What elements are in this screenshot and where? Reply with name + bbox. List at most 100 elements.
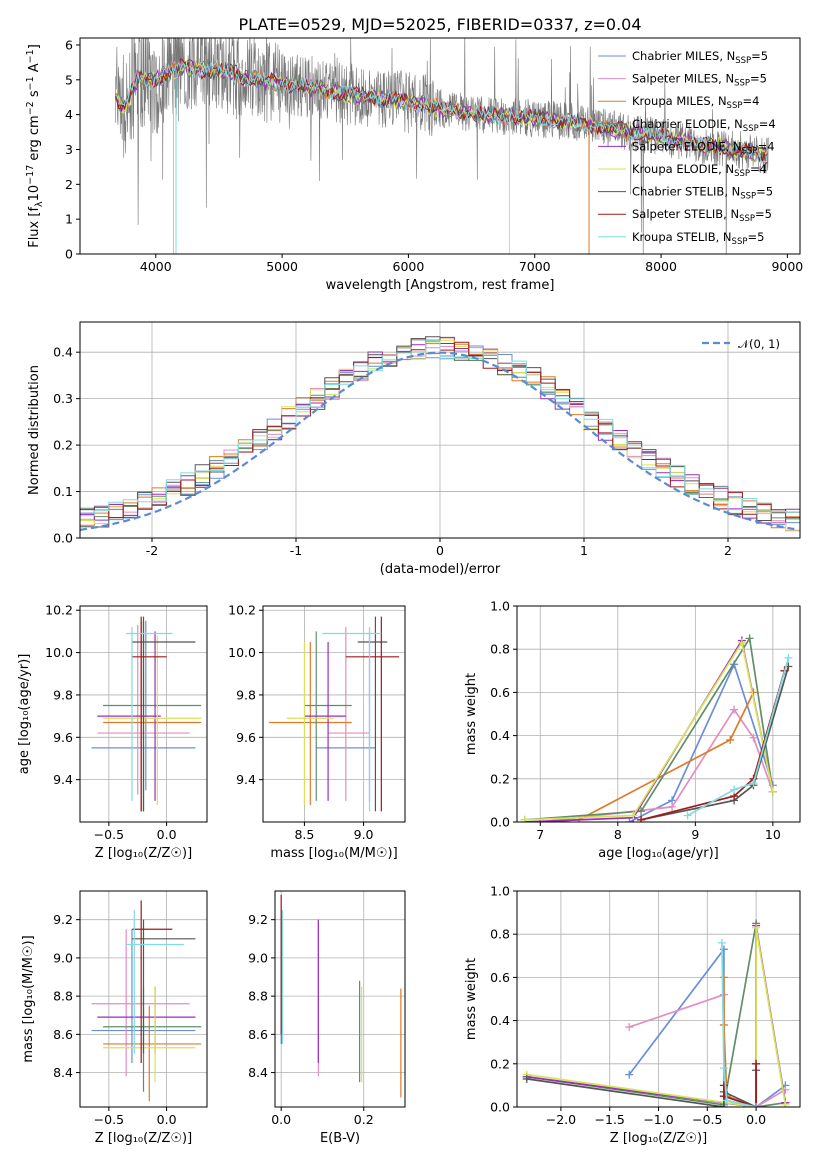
x-tick-label: 0.0 — [746, 1112, 766, 1127]
x-axis-label: mass [log₁₀(M/M☉)] — [270, 846, 397, 861]
legend-entry: Chabrier STELIB, NSSP=5 — [632, 185, 773, 202]
mass-weight-line-7 — [723, 1063, 757, 1107]
mass-weight-marker — [719, 1103, 728, 1107]
x-tick-label: 4000 — [140, 259, 172, 274]
y-tick-label: 1.0 — [490, 599, 510, 614]
legend-entry: Salpeter STELIB, NSSP=5 — [632, 207, 772, 224]
mass-weight-marker — [730, 785, 739, 794]
x-tick-label: −0.5 — [94, 1112, 124, 1127]
legend-entry: 𝒩(0, 1) — [738, 337, 780, 351]
legend-text-part: =5 — [756, 185, 773, 199]
plot-area-mw_vs_Z — [517, 891, 800, 1107]
mass-weight-marker — [625, 1023, 634, 1032]
mass-weight-marker — [749, 779, 758, 788]
y-tick-label: 10.2 — [228, 603, 256, 618]
y-label-part: Flux [f — [27, 207, 42, 248]
x-tick-label: 0 — [436, 543, 444, 558]
mass-weight-marker — [625, 818, 634, 822]
legend-text-part: =4 — [758, 139, 775, 153]
x-tick-label: 5000 — [266, 259, 298, 274]
legend-text-part: SSP — [734, 79, 750, 89]
legend-text-part: Chabrier MILES, N — [632, 49, 735, 63]
panel-age_vs_mass: 8.5 9.0 9.4 9.6 9.8 10.0 10.2 mass [log₁₀(M/M☉)… — [228, 603, 406, 861]
x-axis-label: age [log₁₀(age/yr)] — [598, 846, 719, 861]
x-axis-label: Z [log₁₀(Z/Z☉)] — [95, 846, 192, 861]
y-tick-label: 0.8 — [490, 642, 510, 657]
y-tick-label: 0.4 — [53, 345, 73, 360]
y-tick-label: 8.8 — [53, 989, 73, 1004]
legend-entry: Kroupa ELODIE, NSSP=4 — [632, 162, 767, 179]
x-tick-label: −2.0 — [546, 1112, 576, 1127]
mass-weight-line-5 — [526, 927, 787, 1107]
mass-weight-marker — [752, 923, 761, 932]
legend-entry: Chabrier MILES, NSSP=5 — [632, 49, 768, 66]
y-label-part: −1 — [25, 49, 36, 63]
legend-text-part: =5 — [747, 230, 764, 244]
y-tick-label: 0.1 — [53, 484, 73, 499]
mass-weight-line-8 — [721, 942, 757, 1107]
panel-mass_vs_ebv: 0.0 0.2 8.4 8.6 8.8 9.0 9.2 E(B-V) — [248, 890, 406, 1146]
y-label-part: A — [27, 63, 42, 76]
y-tick-label: 9.4 — [53, 772, 73, 787]
y-label-part: ] — [27, 44, 42, 49]
legend-entry: Kroupa STELIB, NSSP=5 — [632, 230, 764, 247]
y-tick-label: 0.0 — [53, 531, 73, 546]
axes-frame — [516, 890, 801, 1108]
legend-text-part: SSP — [742, 146, 758, 156]
y-tick-label: 0.4 — [490, 1013, 510, 1028]
x-tick-label: 2 — [724, 543, 732, 558]
panel-age_vs_Z: −0.5 0.0 9.4 9.6 9.8 10.0 10.2 Z [log₁₀(Z/Z☉)] a… — [17, 603, 208, 861]
x-axis-label: wavelength [Angstrom, rest frame] — [326, 278, 555, 293]
legend-text-part: SSP — [732, 237, 748, 247]
mass-weight-line-7 — [640, 670, 786, 821]
x-tick-label: 0.0 — [157, 827, 177, 842]
y-tick-label: 10.0 — [45, 645, 73, 660]
panel-residuals: -2 -1 0 1 2 0.0 0.1 0.2 0.3 0.4 (data-model)/error… — [27, 321, 801, 577]
x-tick-label: −0.5 — [94, 827, 124, 842]
y-tick-label: 9.0 — [248, 950, 268, 965]
legend-text-part: SSP — [727, 101, 743, 111]
mass-weight-marker — [668, 802, 677, 811]
plot-area-residuals — [80, 322, 800, 538]
y-tick-label: 1 — [65, 212, 73, 227]
y-axis-label: mass weight — [464, 958, 479, 1040]
mass-weight-line-6 — [640, 666, 790, 821]
mass-weight-line-5 — [524, 640, 774, 821]
mass-weight-marker — [629, 811, 638, 820]
mass-weight-marker — [625, 1070, 634, 1079]
mass-weight-line-8 — [687, 657, 790, 817]
x-tick-label: −0.5 — [692, 1112, 722, 1127]
model-spectrum-8 — [115, 59, 768, 164]
mass-weight-marker — [737, 638, 746, 647]
x-axis-label: Z [log₁₀(Z/Z☉)] — [95, 1131, 192, 1146]
x-tick-label: 9.0 — [354, 827, 374, 842]
legend-entry: Salpeter ELODIE, NSSP=4 — [632, 139, 775, 156]
plot-area-spectrum — [114, 38, 769, 254]
legend-text-part: SSP — [735, 56, 751, 66]
y-tick-label: 8.6 — [53, 1027, 73, 1042]
mass-weight-marker — [730, 705, 739, 714]
y-tick-label: 0 — [65, 247, 73, 262]
y-label-part: s — [27, 90, 42, 101]
x-axis-label: (data-model)/error — [380, 562, 501, 577]
figure-title: PLATE=0529, MJD=52025, FIBERID=0337, z=0… — [238, 15, 641, 34]
legend-text-part: Salpeter ELODIE, N — [632, 139, 742, 153]
mass-weight-marker — [719, 973, 728, 982]
y-tick-label: 5 — [65, 72, 73, 87]
plot-area-mass_vs_Z — [80, 891, 207, 1107]
mass-weight-marker — [637, 815, 646, 822]
legend-text-part: SSP — [740, 192, 756, 202]
legend-entry: Salpeter MILES, NSSP=5 — [632, 72, 767, 89]
legend-entry: Chabrier ELODIE, NSSP=4 — [632, 117, 776, 134]
y-tick-label: 9.6 — [53, 730, 73, 745]
y-tick-label: 10.0 — [228, 645, 256, 660]
legend-text-part: Salpeter STELIB, N — [632, 207, 739, 221]
x-tick-label: 0.0 — [157, 1112, 177, 1127]
y-tick-label: 9.2 — [53, 912, 73, 927]
legend-text-part: Chabrier ELODIE, N — [632, 117, 743, 131]
y-tick-label: 3 — [65, 142, 73, 157]
y-tick-label: 9.8 — [236, 687, 256, 702]
axes-frame — [79, 890, 208, 1108]
legend-text-part: =4 — [750, 162, 767, 176]
